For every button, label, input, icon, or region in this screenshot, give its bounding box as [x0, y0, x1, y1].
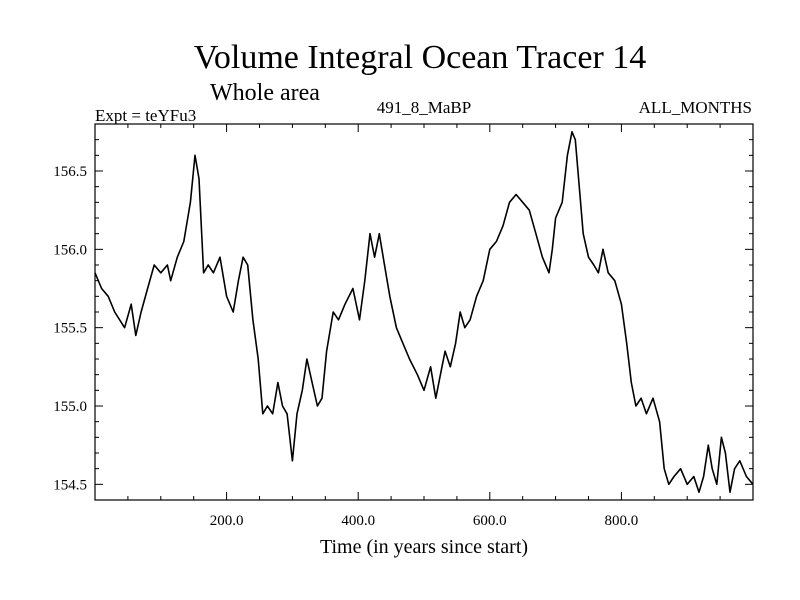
x-axis: 200.0 400.0 600.0 800.0 — [127, 124, 721, 529]
y-axis: 154.5 155.0 155.5 156.0 156.5 — [53, 139, 753, 493]
x-tick-label: 400.0 — [341, 513, 375, 529]
chart-title: Volume Integral Ocean Tracer 14 — [194, 39, 647, 76]
y-tick-label: 155.5 — [53, 321, 87, 337]
y-tick-label: 155.0 — [53, 399, 87, 415]
chart-subtitle: Whole area — [210, 80, 320, 106]
experiment-label: Expt = teYFu3 — [95, 106, 196, 125]
x-axis-label: Time (in years since start) — [320, 536, 528, 558]
y-tick-label: 156.5 — [53, 164, 87, 180]
x-tick-label: 800.0 — [605, 513, 639, 529]
series-layer — [94, 131, 754, 494]
y-tick-label: 154.5 — [53, 477, 87, 493]
series-line — [94, 131, 754, 494]
period-label: 491_8_MaBP — [377, 98, 471, 117]
x-tick-label: 200.0 — [210, 513, 244, 529]
y-tick-label: 156.0 — [53, 242, 87, 258]
x-tick-label: 600.0 — [473, 513, 507, 529]
plot-frame — [94, 123, 754, 501]
months-label: ALL_MONTHS — [639, 98, 752, 117]
